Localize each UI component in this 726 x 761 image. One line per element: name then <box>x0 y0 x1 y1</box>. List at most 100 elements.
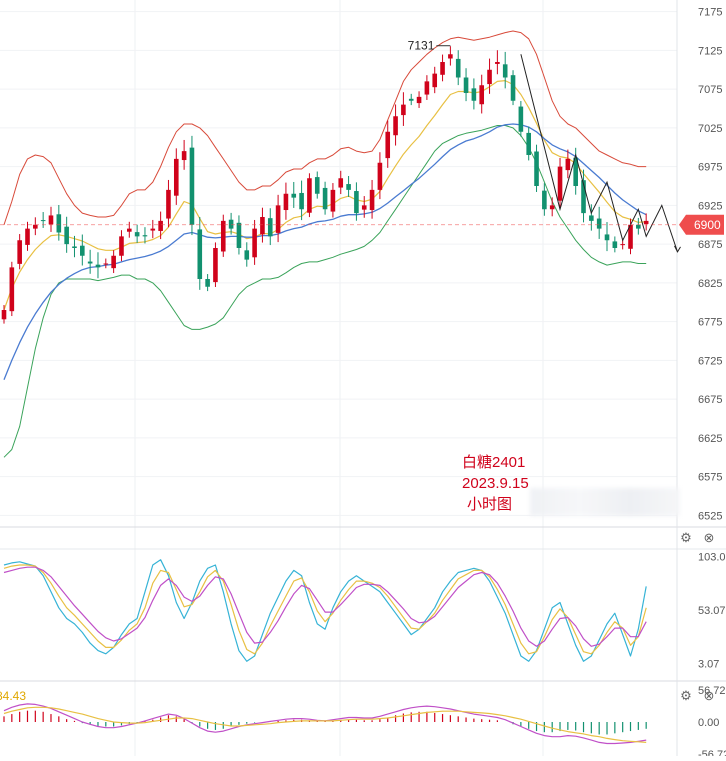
price-tick-label-4: 6975 <box>698 162 722 174</box>
candle-body-81 <box>636 224 641 229</box>
candle-body-29 <box>228 219 234 229</box>
candle-body-56 <box>440 62 445 75</box>
candle-body-4 <box>33 224 38 229</box>
candle-body-64 <box>502 64 508 78</box>
price-tick-label-13: 6525 <box>698 510 722 522</box>
macd-tick-label-0: 56.72 <box>698 685 726 697</box>
candle-body-20 <box>158 220 163 231</box>
candle-body-45 <box>354 191 359 214</box>
candle-body-71 <box>557 166 563 201</box>
boll-upper-line <box>3 30 647 225</box>
candle-body-57 <box>448 54 453 59</box>
high-marker-label: 7131 <box>408 39 435 53</box>
candle-body-2 <box>17 240 22 264</box>
current-price-tag <box>679 214 724 235</box>
candle-body-26 <box>205 279 210 287</box>
kdj-close-icon[interactable]: ⊗ <box>703 530 715 545</box>
kdj-line-1 <box>3 564 647 655</box>
candle-body-80 <box>628 224 633 249</box>
candle-body-62 <box>487 69 492 85</box>
candle-body-11 <box>87 261 93 264</box>
candle-body-13 <box>103 263 109 265</box>
candle-body-40 <box>314 177 320 194</box>
trend-arrow-head <box>674 245 681 253</box>
candle-body-28 <box>220 220 226 252</box>
candle-body-17 <box>134 232 140 237</box>
price-tick-label-7: 6825 <box>698 278 722 290</box>
candle-body-69 <box>542 190 547 210</box>
candle-body-77 <box>604 234 610 241</box>
price-tick-label-2: 7075 <box>698 84 722 96</box>
candle-body-30 <box>236 222 242 248</box>
macd-top-left-value: 84.43 <box>0 689 26 703</box>
candle-body-3 <box>25 228 30 245</box>
candle-body-44 <box>346 184 351 190</box>
annotation-symbol: 白糖2401 <box>462 454 526 471</box>
candle-body-24 <box>189 147 195 225</box>
candle-body-68 <box>534 151 539 186</box>
candle-body-76 <box>596 218 602 229</box>
candlesticks: 7131 <box>1 39 649 324</box>
candle-body-60 <box>471 88 477 101</box>
annotation-date: 2023.9.15 <box>462 475 529 492</box>
candle-body-23 <box>181 151 187 161</box>
candle-body-33 <box>260 217 265 235</box>
price-tick-label-12: 6575 <box>698 472 722 484</box>
price-tick-label-0: 7175 <box>698 7 722 19</box>
candle-body-8 <box>64 226 69 245</box>
candle-body-50 <box>393 116 398 136</box>
candle-body-54 <box>424 81 430 95</box>
candle-body-48 <box>377 162 383 190</box>
candle-body-10 <box>80 245 85 256</box>
candle-body-25 <box>197 229 203 279</box>
candle-body-21 <box>166 189 171 219</box>
price-axis: 7175 7125 7075 7025 6975 6925 6875 6825 6775 6725… <box>679 7 724 522</box>
bollinger-bands <box>3 30 647 458</box>
candle-body-53 <box>416 96 422 104</box>
candle-body-58 <box>455 58 461 78</box>
candle-body-59 <box>463 77 469 93</box>
kdj-line-0 <box>3 559 647 662</box>
candle-body-19 <box>150 228 156 231</box>
candle-body-32 <box>252 228 257 258</box>
macd-settings-gear-icon[interactable]: ⚙ <box>680 688 692 703</box>
candle-body-78 <box>612 241 618 248</box>
candle-body-42 <box>330 189 336 212</box>
price-tick-label-9: 6725 <box>698 355 722 367</box>
candle-body-65 <box>510 75 516 101</box>
candle-body-55 <box>432 73 438 88</box>
candle-body-46 <box>361 205 367 210</box>
moving-averages <box>3 79 647 381</box>
macd-close-icon[interactable]: ⊗ <box>703 688 715 703</box>
candle-body-15 <box>119 236 124 256</box>
candle-body-37 <box>291 193 297 198</box>
candle-body-38 <box>299 192 304 210</box>
macd-indicator: 56.72 0.00 -56.72 84.43 <box>0 685 726 761</box>
candle-body-39 <box>307 178 312 213</box>
kdj-tick-label-0: 103.07 <box>698 551 726 563</box>
candle-body-75 <box>589 215 594 221</box>
price-tick-label-10: 6675 <box>698 394 722 406</box>
candle-body-1 <box>9 267 15 312</box>
candle-body-5 <box>40 220 46 222</box>
candle-body-66 <box>518 106 524 132</box>
candle-body-74 <box>581 180 586 214</box>
candle-body-79 <box>620 244 625 246</box>
candle-body-43 <box>338 178 344 188</box>
kdj-tick-label-2: 3.07 <box>698 658 719 670</box>
candle-body-22 <box>173 158 179 196</box>
kdj-settings-gear-icon[interactable]: ⚙ <box>680 530 692 545</box>
candle-body-70 <box>549 205 555 210</box>
annotation-timeframe: 小时图 <box>467 496 513 513</box>
candle-body-61 <box>479 85 485 105</box>
candle-body-49 <box>385 131 391 159</box>
candle-body-34 <box>267 218 273 237</box>
price-tick-label-5: 6925 <box>698 200 722 212</box>
candle-body-16 <box>127 228 132 232</box>
kdj-indicator: 103.07 53.07 3.07 <box>3 551 726 670</box>
candle-body-47 <box>369 189 375 211</box>
price-tick-label-1: 7125 <box>698 45 722 57</box>
boll-lower-line <box>3 125 647 458</box>
